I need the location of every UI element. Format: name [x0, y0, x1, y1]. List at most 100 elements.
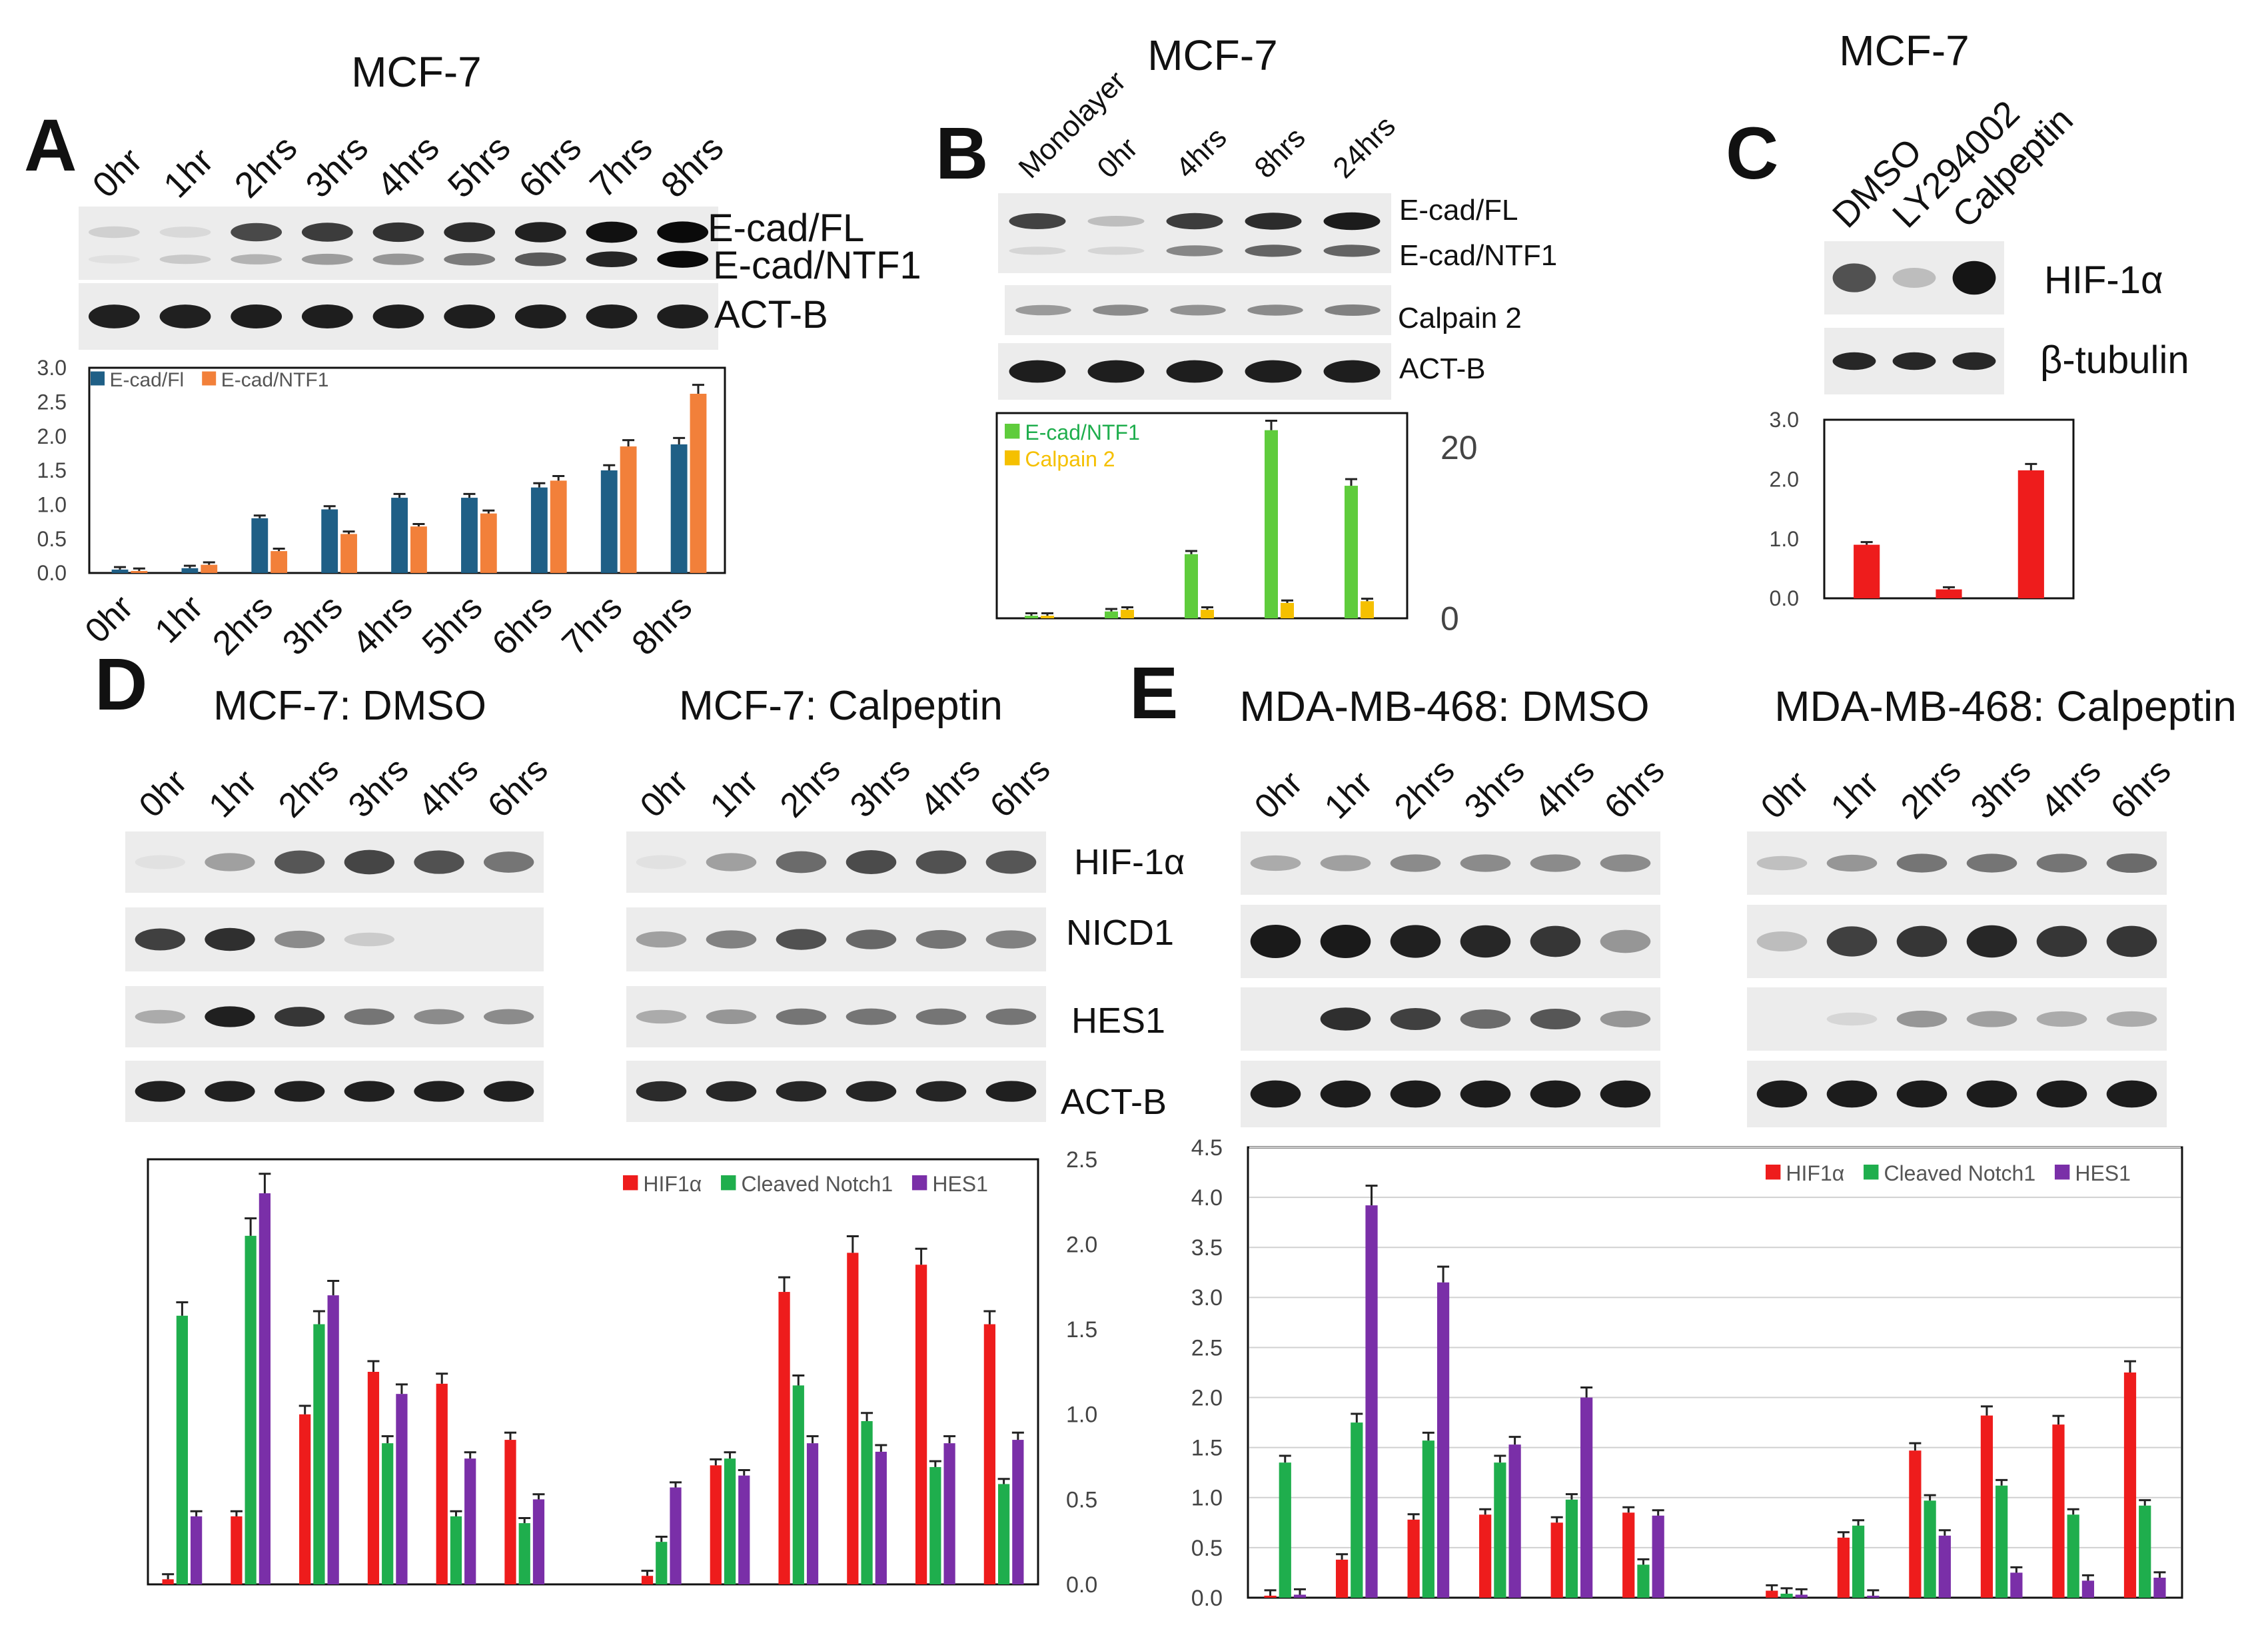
panel-a-lane-label: 8hrs [654, 128, 732, 206]
chart-e-legend-swatch [1864, 1165, 1879, 1180]
chart-a-bar-e-cad-fl [391, 498, 408, 573]
chart-a-bar-e-cad-ntf1 [550, 480, 567, 573]
panel-d-dmso-blot-band [414, 1081, 464, 1102]
panel-e-dmso-blot-band [1390, 854, 1441, 872]
panel-e-dmso-blot-band [1530, 1080, 1581, 1108]
panel-b-ecad-blot-band [1323, 245, 1381, 257]
panel-e-dmso-blot-band [1320, 924, 1371, 959]
panel-e-dmso-blot-band [1600, 1010, 1651, 1028]
chart-a-y-tick-label: 1.0 [37, 493, 67, 517]
panel-b-blot-label: E-cad/FL [1399, 194, 1518, 227]
chart-a-bar-e-cad-ntf1 [620, 446, 637, 573]
chart-e-bar-cleaved-notch1 [1924, 1500, 1936, 1598]
chart-d-legend-swatch [721, 1175, 736, 1191]
panel-e-dmso-blot-band [1390, 1008, 1441, 1030]
chart-a-y-tick-label: 2.5 [37, 390, 67, 414]
panel-d-calpeptin-blot-band [636, 931, 687, 948]
chart-d-bar-hes1 [943, 1443, 955, 1584]
panel-a-ecad-blot-band [657, 251, 709, 268]
chart-e-bar-hif1- [2052, 1424, 2065, 1598]
panel-d-calpeptin-blot-band [915, 929, 967, 949]
chart-a-legend-label: E-cad/NTF1 [221, 369, 329, 391]
chart-e-bar-cleaved-notch1 [1852, 1525, 1865, 1598]
chart-e-bar-hif1- [1407, 1519, 1420, 1598]
panel-d-calpeptin-lane-label: 6hrs [983, 750, 1058, 825]
panel-e-calpeptin-blot-band [1756, 855, 1808, 871]
chart-a-x-tick-label: 4hrs [345, 588, 420, 663]
chart-e-bar-cleaved-notch1 [1494, 1462, 1506, 1598]
panel-b-ecad-blot-band [1245, 213, 1302, 230]
panel-b-lane-label: 4hrs [1169, 121, 1233, 185]
panel-d-calpeptin-blot-band [846, 929, 897, 949]
panel-d-calpeptin-lane-label: 0hr [633, 762, 696, 825]
panel-d-dmso-lane-label: 4hrs [410, 750, 486, 825]
panel-a-ecad-blot-band [231, 254, 283, 265]
chart-d-bar-hif1- [367, 1372, 380, 1584]
panel-d-dmso-lane-label: 0hr [132, 762, 195, 825]
panel-d-calpeptin-blot-band [776, 851, 827, 873]
panel-d-dmso-blot-band [274, 930, 325, 949]
panel-d-dmso-blot-background [125, 986, 544, 1047]
panel-d-title-calpeptin: MCF-7: Calpeptin [679, 683, 1003, 729]
panel-d-blot-label: HES1 [1071, 1001, 1165, 1041]
panel-c-hif-blot-band [1892, 267, 1936, 288]
panel-e-dmso-blot-band [1320, 1080, 1371, 1108]
chart-b-legend-swatch [1005, 450, 1020, 466]
panel-a-ecad-blot-band [444, 253, 496, 266]
panel-d-dmso-lane-label: 1hr [201, 762, 264, 825]
chart-a-bar-e-cad-ntf1 [271, 551, 288, 573]
chart-e-bar-hes1 [1365, 1205, 1378, 1598]
chart-a-y-tick-label: 0.0 [37, 561, 67, 585]
panel-b-ecad-blot-band [1009, 247, 1066, 255]
chart-e-bar-cleaved-notch1 [1422, 1440, 1434, 1598]
panel-a-actb-blot-band [657, 304, 709, 329]
chart-b-bar-calpain-2 [1041, 616, 1054, 618]
chart-a-bar-e-cad-ntf1 [410, 526, 427, 573]
panel-a-actb-blot-band [88, 304, 140, 328]
chart-d-y-tick-label: 2.0 [1066, 1233, 1097, 1258]
chart-d-bar-cleaved-notch1 [929, 1466, 941, 1584]
panel-d-blot-label: NICD1 [1066, 913, 1174, 953]
panel-d-dmso-blot-band [205, 1006, 255, 1027]
panel-b-ecad-blot-band [1166, 245, 1223, 257]
chart-d-bar-hif1- [641, 1576, 654, 1584]
panel-d-dmso-blot-band [414, 850, 464, 874]
chart-a-legend-swatch [202, 371, 217, 386]
panel-e-calpeptin-lane-label: 4hrs [2033, 752, 2109, 827]
panel-a-ecad-blot-band [444, 222, 496, 243]
chart-d-bar-cleaved-notch1 [176, 1315, 189, 1584]
panel-b-ecad-blot-band [1245, 245, 1302, 257]
chart-c-y-tick-label: 1.0 [1770, 527, 1799, 551]
panel-e-calpeptin-blot-band [1966, 1080, 2017, 1108]
chart-a-x-tick-label: 6hrs [485, 588, 560, 663]
panel-a-ecad-blot-band [586, 251, 638, 268]
chart-e-bar-cleaved-notch1 [1351, 1422, 1363, 1598]
panel-e-calpeptin-blot-band [1966, 925, 2017, 958]
panel-c-tubulin-blot-band [1952, 352, 1996, 370]
chart-d-bar-hes1 [464, 1458, 476, 1584]
panel-c-tubulin-blot-band [1832, 352, 1876, 370]
chart-e-y-tick-label: 1.5 [1191, 1436, 1223, 1461]
chart-d-bar-hif1- [231, 1516, 243, 1584]
panel-d-dmso-blot-band [205, 927, 255, 951]
panel-e-calpeptin-blot-band [1756, 1080, 1808, 1108]
chart-d-bar-hif1- [710, 1465, 722, 1584]
panel-e-calpeptin-blot-background [1747, 831, 2167, 895]
panel-e-dmso-blot-band [1460, 854, 1511, 872]
chart-a-bar-e-cad-ntf1 [340, 534, 357, 573]
panel-e-calpeptin-blot-background [1747, 987, 2167, 1051]
panel-d-calpeptin-blot-band [706, 1081, 757, 1102]
chart-e-bar-hif1- [1622, 1512, 1635, 1598]
chart-a-y-tick-label: 0.5 [37, 527, 67, 551]
panel-b-ecad-blot-band [1087, 215, 1145, 227]
chart-a-bar-e-cad-fl [251, 518, 269, 573]
panel-a-actb-blot-band [301, 304, 353, 329]
panel-d-calpeptin-blot-background [626, 831, 1046, 893]
chart-a-bar-e-cad-ntf1 [201, 564, 218, 573]
panel-e-calpeptin-blot-band [2036, 853, 2087, 873]
panel-a-blot-label: E-cad/NTF1 [713, 244, 921, 287]
chart-e-legend-label: HIF1α [1786, 1161, 1844, 1185]
panel-e-calpeptin-blot-band [1896, 1080, 1948, 1108]
chart-e-bar-hes1 [1938, 1535, 1951, 1598]
chart-d-bar-hif1- [436, 1383, 448, 1584]
